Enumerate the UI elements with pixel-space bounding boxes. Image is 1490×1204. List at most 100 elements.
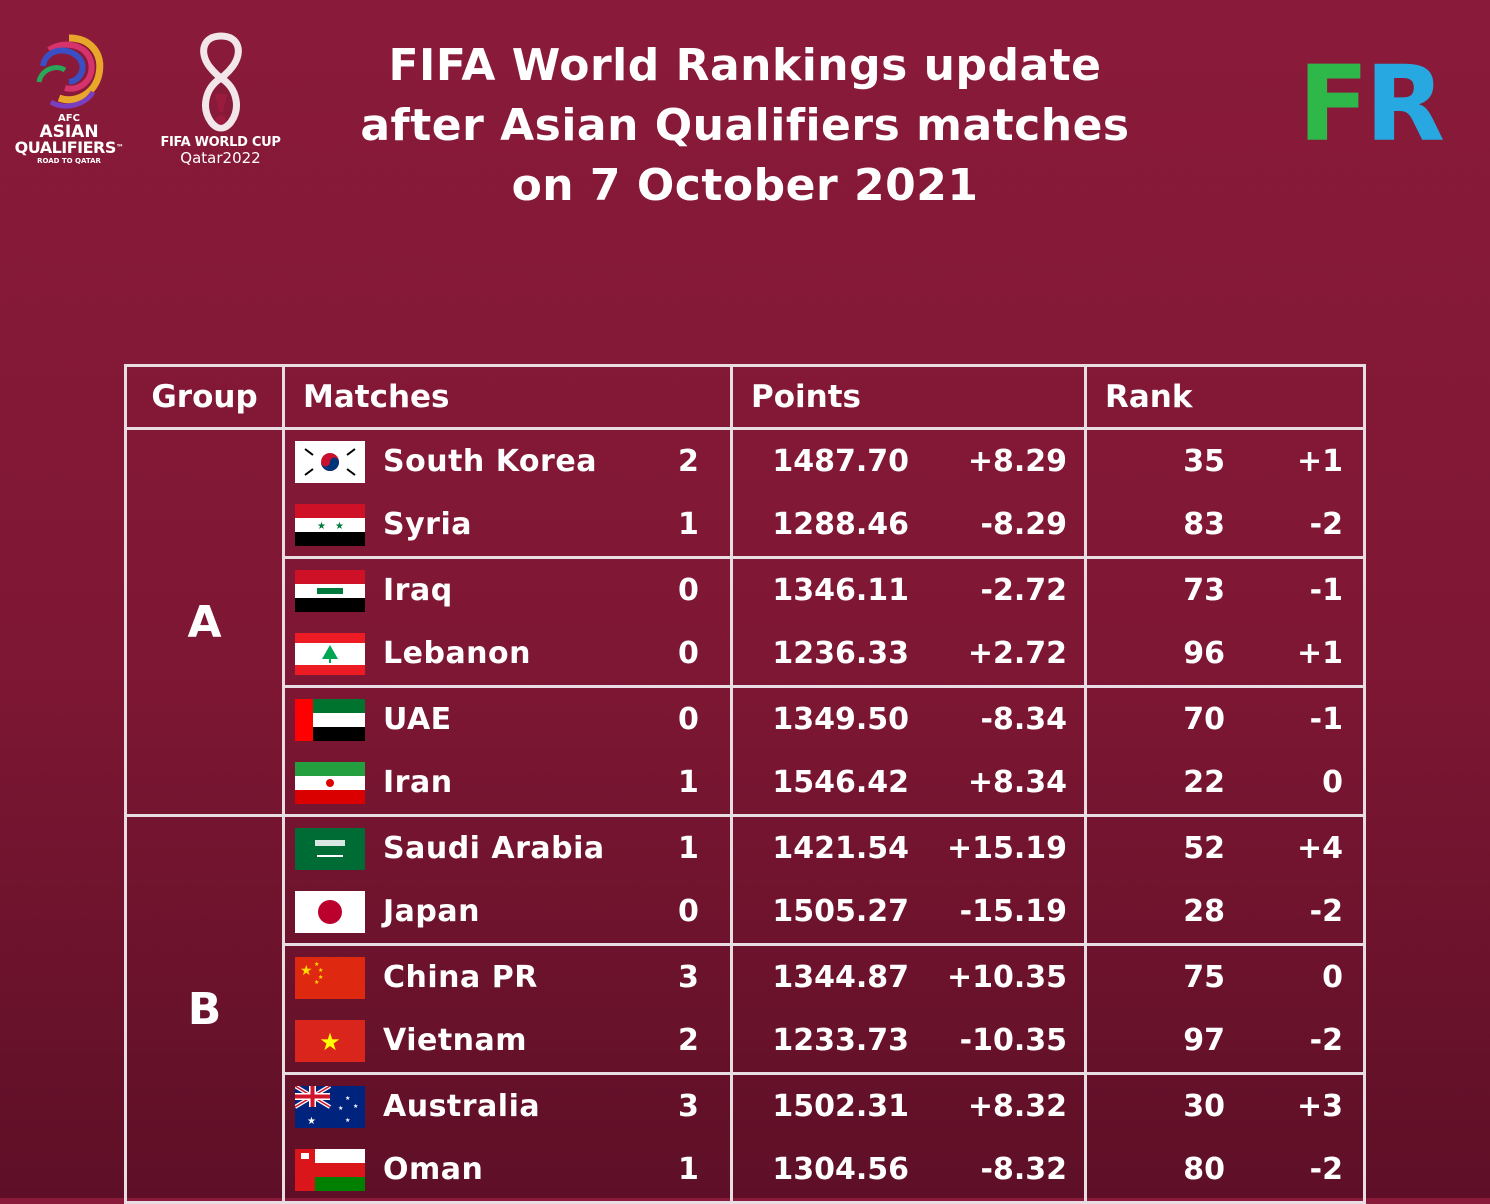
qatar-2022-label: Qatar2022 xyxy=(180,149,261,167)
points-change: -15.19 xyxy=(959,894,1067,929)
rank-value: 83 xyxy=(1183,507,1225,542)
svg-text:★: ★ xyxy=(338,1105,343,1112)
rank-row: 70 -1 xyxy=(1087,688,1363,751)
team-row: Oman 1 xyxy=(285,1138,730,1201)
team-name: Australia xyxy=(383,1089,541,1124)
rank-change: +1 xyxy=(1296,636,1343,671)
team-score: 0 xyxy=(678,894,699,929)
rankings-table: Group Matches Points Rank A South Korea 2 ★… xyxy=(124,364,1366,1204)
rank-row: 30 +3 xyxy=(1087,1075,1363,1138)
australia-flag-icon: ★ ★ ★ ★ ★ xyxy=(295,1085,365,1128)
iraq-flag-icon xyxy=(295,569,365,612)
match-cell: Saudi Arabia 1 Japan 0 xyxy=(282,814,733,946)
header-points: Points xyxy=(730,364,1087,430)
svg-text:★: ★ xyxy=(319,1028,341,1056)
points-cell: 1421.54 +15.19 1505.27 -15.19 xyxy=(730,814,1087,946)
team-score: 1 xyxy=(678,1152,699,1187)
points-row: 1236.33 +2.72 xyxy=(733,622,1084,685)
rank-change: 0 xyxy=(1322,960,1343,995)
rank-value: 97 xyxy=(1183,1023,1225,1058)
team-name: Iraq xyxy=(383,573,453,608)
svg-text:★: ★ xyxy=(335,521,344,532)
team-row: Iran 1 xyxy=(285,751,730,814)
points-row: 1487.70 +8.29 xyxy=(733,430,1084,493)
points-change: -10.35 xyxy=(959,1023,1067,1058)
rank-cell: 30 +3 80 -2 xyxy=(1084,1072,1366,1204)
points-row: 1288.46 -8.29 xyxy=(733,493,1084,556)
points-row: 1233.73 -10.35 xyxy=(733,1009,1084,1072)
points-row: 1304.56 -8.32 xyxy=(733,1138,1084,1201)
team-row: UAE 0 xyxy=(285,688,730,751)
rank-row: 52 +4 xyxy=(1087,817,1363,880)
team-score: 0 xyxy=(678,636,699,671)
team-score: 3 xyxy=(678,960,699,995)
rank-cell: 35 +1 83 -2 xyxy=(1084,427,1366,559)
team-score: 1 xyxy=(678,765,699,800)
road-to-qatar-label: ROAD TO QATAR xyxy=(37,157,101,165)
rank-value: 73 xyxy=(1183,573,1225,608)
rank-value: 35 xyxy=(1183,444,1225,479)
points-value: 1502.31 xyxy=(772,1089,909,1124)
rank-value: 96 xyxy=(1183,636,1225,671)
team-name: Oman xyxy=(383,1152,484,1187)
rank-row: 96 +1 xyxy=(1087,622,1363,685)
points-change: +2.72 xyxy=(967,636,1067,671)
match-cell: Iraq 0 Lebanon 0 xyxy=(282,556,733,688)
oman-flag-icon xyxy=(295,1148,365,1191)
rank-row: 75 0 xyxy=(1087,946,1363,1009)
points-value: 1344.87 xyxy=(772,960,909,995)
points-change: -2.72 xyxy=(980,573,1067,608)
fr-logo-r: R xyxy=(1365,43,1445,165)
points-row: 1421.54 +15.19 xyxy=(733,817,1084,880)
rank-change: -2 xyxy=(1309,1152,1343,1187)
table-row: B Saudi Arabia 1 Japan 0 1421.54 +15.19 1505.27… xyxy=(124,814,1366,1204)
points-cell: 1349.50 -8.34 1546.42 +8.34 xyxy=(730,685,1087,817)
lebanon-flag-icon xyxy=(295,632,365,675)
rank-change: -2 xyxy=(1309,1023,1343,1058)
points-change: +8.32 xyxy=(967,1089,1067,1124)
afc-asian-qualifiers-logo: AFC ASIAN QUALIFIERS™ ROAD TO QATAR xyxy=(14,32,124,177)
rank-value: 22 xyxy=(1183,765,1225,800)
syria-flag-icon: ★ ★ xyxy=(295,503,365,546)
table-body: A South Korea 2 ★ ★ Syria 1 1487.70 +8.29 1288.46… xyxy=(124,427,1366,1204)
rank-row: 80 -2 xyxy=(1087,1138,1363,1201)
points-value: 1288.46 xyxy=(772,507,909,542)
points-row: 1502.31 +8.32 xyxy=(733,1075,1084,1138)
rank-value: 70 xyxy=(1183,702,1225,737)
team-score: 0 xyxy=(678,702,699,737)
points-value: 1546.42 xyxy=(772,765,909,800)
fifa-world-cup-logo: FIFA WORLD CUP Qatar2022 xyxy=(158,32,283,177)
match-cell: ★ ★ ★ ★ ★ Australia 3 Oman 1 xyxy=(282,1072,733,1204)
afc-emblem-icon xyxy=(36,34,104,109)
points-value: 1304.56 xyxy=(772,1152,909,1187)
svg-text:★: ★ xyxy=(318,974,323,981)
team-row: South Korea 2 xyxy=(285,430,730,493)
points-value: 1487.70 xyxy=(772,444,909,479)
table-row: A South Korea 2 ★ ★ Syria 1 1487.70 +8.29 1288.46… xyxy=(124,427,1366,817)
points-row: 1546.42 +8.34 xyxy=(733,751,1084,814)
title-line-2: after Asian Qualifiers matches xyxy=(360,100,1130,151)
rank-change: +3 xyxy=(1296,1089,1343,1124)
team-row: ★ ★ ★ ★ ★ Australia 3 xyxy=(285,1075,730,1138)
points-cell: 1502.31 +8.32 1304.56 -8.32 xyxy=(730,1072,1087,1204)
svg-text:★: ★ xyxy=(307,1116,316,1127)
team-row: ★ Vietnam 2 xyxy=(285,1009,730,1072)
team-score: 2 xyxy=(678,444,699,479)
points-value: 1421.54 xyxy=(772,831,909,866)
team-row: ★ ★ ★ ★ ★ China PR 3 xyxy=(285,946,730,1009)
group-label: B xyxy=(124,814,285,1204)
team-name: China PR xyxy=(383,960,538,995)
team-name: Saudi Arabia xyxy=(383,831,605,866)
rank-value: 80 xyxy=(1183,1152,1225,1187)
team-row: Lebanon 0 xyxy=(285,622,730,685)
svg-text:★: ★ xyxy=(345,1117,350,1124)
team-score: 1 xyxy=(678,507,699,542)
page-title: FIFA World Rankings update after Asian Q… xyxy=(300,36,1190,216)
svg-text:★: ★ xyxy=(317,521,326,532)
points-change: +15.19 xyxy=(946,831,1067,866)
rank-value: 28 xyxy=(1183,894,1225,929)
points-cell: 1487.70 +8.29 1288.46 -8.29 xyxy=(730,427,1087,559)
team-name: UAE xyxy=(383,702,452,737)
rank-cell: 75 0 97 -2 xyxy=(1084,943,1366,1075)
match-cell: ★ ★ ★ ★ ★ China PR 3 ★ Vietnam 2 xyxy=(282,943,733,1075)
